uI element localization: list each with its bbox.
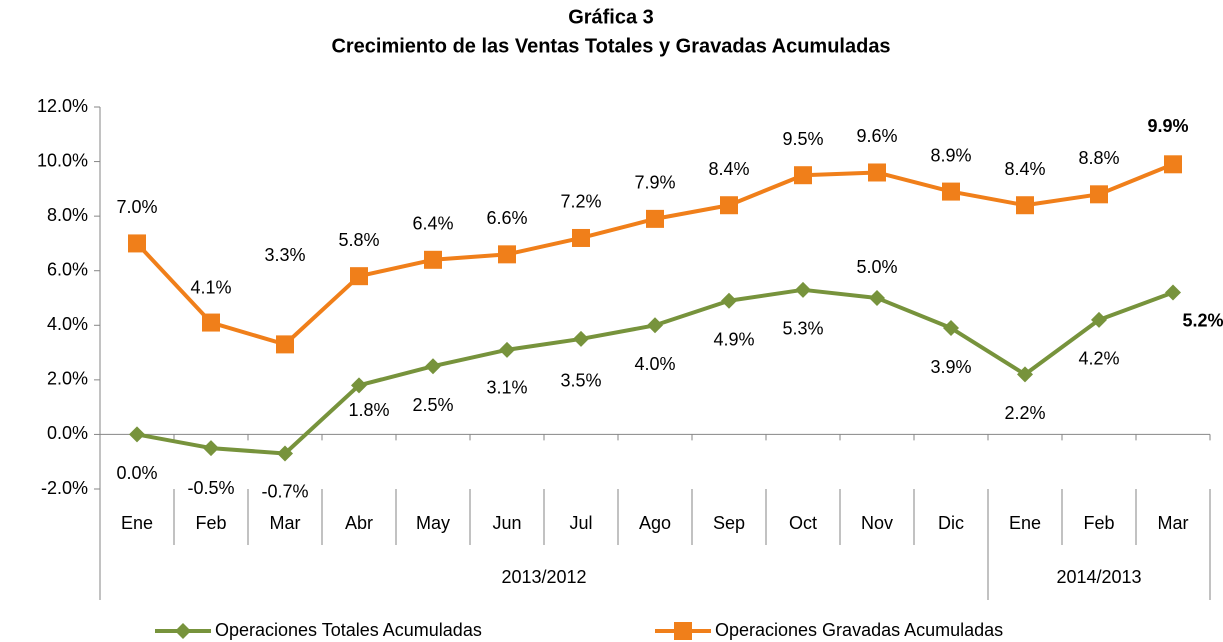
data-label: 4.0% bbox=[634, 354, 675, 374]
data-point bbox=[350, 267, 368, 286]
x-tick-label: Ago bbox=[639, 513, 671, 533]
legend-label: Operaciones Totales Acumuladas bbox=[215, 620, 482, 640]
x-tick-label: Abr bbox=[345, 513, 373, 533]
legend-marker bbox=[175, 623, 191, 639]
data-label: 4.1% bbox=[190, 277, 231, 297]
x-tick-label: Oct bbox=[789, 513, 817, 533]
data-point bbox=[351, 377, 367, 394]
x-tick-label: Ene bbox=[121, 513, 153, 533]
chart-subtitle: Crecimiento de las Ventas Totales y Grav… bbox=[331, 35, 890, 57]
data-point bbox=[868, 163, 886, 182]
x-tick-label: Nov bbox=[861, 513, 893, 533]
data-point bbox=[1164, 155, 1182, 174]
data-label: 7.9% bbox=[634, 173, 675, 193]
data-point bbox=[572, 228, 590, 247]
x-tick-label: Feb bbox=[195, 513, 226, 533]
y-tick-label: 12.0% bbox=[37, 96, 88, 116]
data-point bbox=[203, 440, 219, 457]
data-point bbox=[498, 245, 516, 264]
data-label: -0.7% bbox=[261, 481, 308, 501]
data-label: 8.8% bbox=[1078, 148, 1119, 168]
data-point bbox=[720, 196, 738, 215]
data-point bbox=[1017, 366, 1033, 383]
data-label: 2.5% bbox=[412, 395, 453, 415]
x-tick-label: Dic bbox=[938, 513, 964, 533]
data-label: 3.9% bbox=[930, 357, 971, 377]
data-point bbox=[277, 445, 293, 462]
data-label: 9.5% bbox=[782, 129, 823, 149]
data-label: 8.4% bbox=[1004, 159, 1045, 179]
y-tick-label: 2.0% bbox=[47, 369, 88, 389]
y-tick-label: 8.0% bbox=[47, 205, 88, 225]
data-point bbox=[1016, 196, 1034, 215]
data-point bbox=[499, 341, 515, 358]
x-tick-label: Sep bbox=[713, 513, 745, 533]
data-point bbox=[646, 209, 664, 228]
data-point bbox=[425, 358, 441, 375]
data-point bbox=[943, 320, 959, 337]
data-label: 6.6% bbox=[486, 208, 527, 228]
data-point bbox=[202, 313, 220, 332]
y-tick-label: 4.0% bbox=[47, 314, 88, 334]
data-label: 4.2% bbox=[1078, 349, 1119, 369]
data-point bbox=[1090, 185, 1108, 204]
data-point bbox=[129, 426, 145, 443]
data-point bbox=[647, 317, 663, 334]
data-label: 3.1% bbox=[486, 378, 527, 398]
legend-marker bbox=[674, 622, 692, 640]
data-point bbox=[276, 335, 294, 354]
data-point bbox=[424, 250, 442, 269]
data-point bbox=[1165, 284, 1181, 301]
data-label: 2.2% bbox=[1004, 403, 1045, 423]
data-point bbox=[573, 330, 589, 347]
data-label: 5.2% bbox=[1182, 310, 1223, 330]
data-point bbox=[794, 166, 812, 185]
data-label: 5.0% bbox=[856, 257, 897, 277]
data-label: 3.3% bbox=[264, 245, 305, 265]
x-tick-label: Mar bbox=[270, 513, 301, 533]
x-tick-label: Feb bbox=[1083, 513, 1114, 533]
data-label: 8.9% bbox=[930, 145, 971, 165]
data-label: 6.4% bbox=[412, 214, 453, 234]
data-point bbox=[942, 182, 960, 201]
data-label: 7.2% bbox=[560, 192, 601, 212]
x-tick-label: Jun bbox=[492, 513, 521, 533]
x-tick-label: Jul bbox=[569, 513, 592, 533]
data-point bbox=[795, 281, 811, 298]
x-tick-label: Mar bbox=[1158, 513, 1189, 533]
y-tick-label: 6.0% bbox=[47, 259, 88, 279]
group-label: 2013/2012 bbox=[501, 567, 586, 587]
data-point bbox=[128, 234, 146, 253]
data-point bbox=[869, 290, 885, 306]
data-label: 3.5% bbox=[560, 371, 601, 391]
data-label: 1.8% bbox=[348, 400, 389, 420]
x-tick-label: May bbox=[416, 513, 450, 533]
data-label: 0.0% bbox=[116, 463, 157, 483]
data-label: 5.3% bbox=[782, 319, 823, 339]
data-label: 8.4% bbox=[708, 159, 749, 179]
chart-title: Gráfica 3 bbox=[568, 6, 654, 28]
x-tick-label: Ene bbox=[1009, 513, 1041, 533]
y-tick-label: 0.0% bbox=[47, 423, 88, 443]
data-label: 9.6% bbox=[856, 126, 897, 146]
data-label: -0.5% bbox=[187, 478, 234, 498]
data-label: 5.8% bbox=[338, 230, 379, 250]
data-label: 7.0% bbox=[116, 197, 157, 217]
group-label: 2014/2013 bbox=[1056, 567, 1141, 587]
y-tick-label: 10.0% bbox=[37, 150, 88, 170]
data-point bbox=[721, 292, 737, 309]
data-point bbox=[1091, 311, 1107, 328]
data-label: 4.9% bbox=[713, 329, 754, 349]
y-tick-label: -2.0% bbox=[41, 478, 88, 498]
data-label: 9.9% bbox=[1147, 116, 1188, 136]
legend-label: Operaciones Gravadas Acumuladas bbox=[715, 620, 1003, 640]
